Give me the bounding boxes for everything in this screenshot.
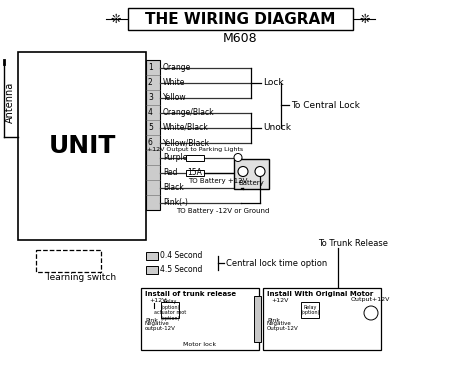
Text: Lock: Lock: [263, 78, 283, 87]
Circle shape: [238, 166, 248, 177]
Bar: [18, 52, 146, 240]
Text: White/Black: White/Black: [163, 123, 209, 132]
Text: ❊: ❊: [360, 13, 370, 25]
Circle shape: [234, 153, 242, 162]
Text: Yellow/Black: Yellow/Black: [163, 138, 210, 147]
Bar: [186, 155, 204, 160]
Bar: [186, 170, 204, 176]
Text: 5: 5: [148, 123, 153, 132]
Bar: [128, 8, 353, 30]
Bar: [141, 288, 259, 350]
Text: To Central Lock: To Central Lock: [291, 100, 360, 110]
Text: White: White: [163, 78, 185, 87]
Text: Pink: Pink: [267, 318, 280, 322]
Text: TO Battery +12V: TO Battery +12V: [188, 177, 247, 184]
Circle shape: [364, 306, 378, 320]
Text: Negative
Output-12V: Negative Output-12V: [267, 321, 299, 332]
Circle shape: [255, 166, 265, 177]
Text: Purple: Purple: [163, 153, 187, 162]
Text: 6: 6: [148, 138, 153, 147]
Bar: [263, 288, 381, 350]
Text: +12V: +12V: [271, 297, 288, 302]
Text: learning switch: learning switch: [47, 273, 117, 283]
Text: Central lock time option: Central lock time option: [226, 258, 327, 268]
Text: Yellow: Yellow: [163, 93, 187, 102]
Bar: [36, 250, 101, 272]
Text: Pink: Pink: [145, 318, 158, 322]
Text: Battery: Battery: [238, 180, 264, 187]
Text: Pink(-): Pink(-): [163, 198, 188, 207]
Text: Orange: Orange: [163, 63, 191, 72]
Text: 4.5 Second: 4.5 Second: [160, 265, 202, 275]
Text: 0.4 Second: 0.4 Second: [160, 251, 202, 261]
Text: Install of trunk release: Install of trunk release: [145, 291, 236, 297]
Text: Relay
(option)
actuator mot
(option): Relay (option) actuator mot (option): [154, 299, 186, 321]
Bar: [146, 252, 158, 260]
Text: Black: Black: [163, 183, 184, 192]
Bar: [234, 159, 269, 188]
Text: TO Battery -12V or Ground: TO Battery -12V or Ground: [176, 209, 269, 215]
Text: Negative
output-12V: Negative output-12V: [145, 321, 176, 332]
Text: 3: 3: [148, 93, 153, 102]
Text: To Trunk Release: To Trunk Release: [318, 240, 388, 248]
Text: 1: 1: [148, 63, 153, 72]
Text: Install With Original Motor: Install With Original Motor: [267, 291, 373, 297]
Text: 15A: 15A: [188, 168, 202, 177]
Text: 4: 4: [148, 108, 153, 117]
Bar: [301, 302, 319, 318]
Text: Relay
(option): Relay (option): [301, 305, 319, 315]
Text: +12V Output to Parking Lights: +12V Output to Parking Lights: [147, 147, 243, 152]
Text: M608: M608: [223, 32, 257, 45]
Text: UNIT: UNIT: [48, 134, 116, 158]
Text: Motor lock: Motor lock: [183, 342, 217, 347]
Text: ❊: ❊: [111, 13, 121, 25]
Text: Red: Red: [163, 168, 177, 177]
Bar: [161, 302, 179, 318]
Text: +12V: +12V: [149, 297, 166, 302]
Text: Output+12V: Output+12V: [351, 297, 391, 302]
Bar: [146, 60, 160, 210]
Text: Orange/Black: Orange/Black: [163, 108, 215, 117]
Text: Unock: Unock: [263, 123, 291, 132]
Text: 2: 2: [148, 78, 153, 87]
Text: THE WIRING DIAGRAM: THE WIRING DIAGRAM: [146, 11, 336, 26]
Bar: [254, 296, 261, 342]
Text: Antenna: Antenna: [5, 81, 15, 123]
Bar: [146, 266, 158, 274]
